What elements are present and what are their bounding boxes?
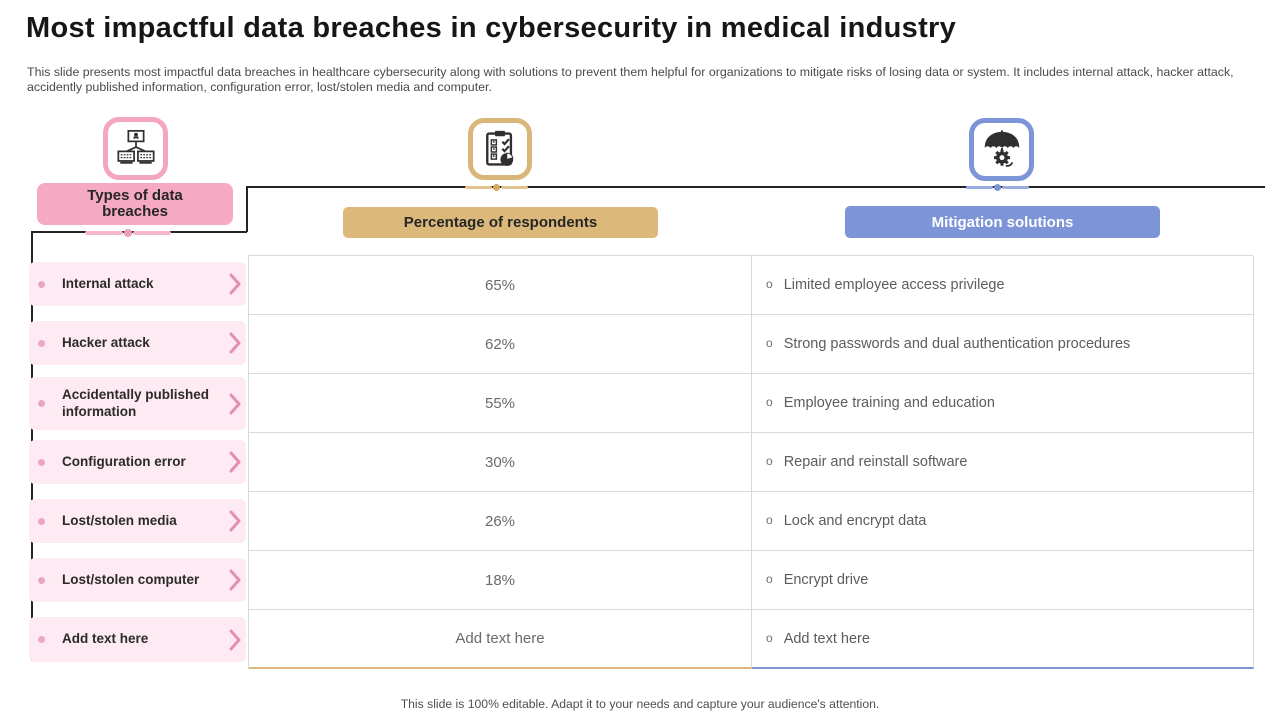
circle-bullet: o — [766, 454, 773, 468]
chevron-right-icon — [229, 451, 241, 473]
breach-data-table: 65% o Limited employee access privilege 6… — [248, 255, 1254, 669]
breach-type-label: Add text here — [62, 631, 149, 647]
breach-type-label: Accidentally published information — [62, 387, 210, 419]
percentage-cell: 55% — [249, 374, 752, 433]
mitigation-column-header: Mitigation solutions — [845, 206, 1160, 238]
chevron-right-icon — [229, 510, 241, 532]
breach-type-label: Internal attack — [62, 275, 154, 291]
solution-text: Employee training and education — [783, 395, 995, 411]
breach-type-label: Configuration error — [62, 453, 186, 469]
circle-bullet: o — [766, 395, 773, 409]
survey-clipboard-icon — [480, 129, 520, 169]
mitigation-column-header-label: Mitigation solutions — [931, 213, 1074, 231]
solution-cell: o Limited employee access privilege — [752, 256, 1254, 315]
percentage-cell: 18% — [249, 551, 752, 610]
circle-bullet: o — [766, 630, 773, 645]
solution-text: Limited employee access privilege — [783, 277, 1005, 293]
bullet-dot — [38, 400, 45, 407]
breach-type-label: Lost/stolen computer — [62, 571, 200, 587]
circle-bullet: o — [766, 513, 773, 527]
types-column-badge — [103, 117, 168, 180]
types-column-header: Types of data breaches — [37, 183, 233, 225]
percentage-cell-placeholder: Add text here — [249, 610, 752, 669]
breach-type-item: Internal attack — [29, 262, 246, 306]
chevron-right-icon — [229, 569, 241, 591]
percentage-cell: 30% — [249, 433, 752, 492]
chevron-right-icon — [229, 332, 241, 354]
blue-connector — [966, 184, 1029, 191]
circle-bullet: o — [766, 336, 773, 350]
solution-text: Strong passwords and dual authentication… — [783, 336, 1131, 352]
solution-cell: o Employee training and education — [752, 374, 1254, 433]
types-column-header-label: Types of data breaches — [87, 186, 183, 220]
solution-text: Encrypt drive — [783, 572, 869, 588]
data-breach-network-icon — [115, 128, 157, 170]
pink-connector — [85, 229, 171, 237]
bullet-dot — [38, 636, 45, 643]
solution-text: Repair and reinstall software — [783, 454, 968, 470]
breach-type-label: Lost/stolen media — [62, 512, 177, 528]
solution-cell: o Encrypt drive — [752, 551, 1254, 610]
label-bracket-vertical — [246, 186, 248, 232]
tan-connector — [465, 184, 528, 191]
bullet-dot — [38, 576, 45, 584]
slide-description: This slide presents most impactful data … — [27, 65, 1234, 94]
percentage-cell: 26% — [249, 492, 752, 551]
percentage-column-badge — [468, 118, 532, 180]
solution-cell-placeholder: o Add text here — [752, 610, 1254, 669]
chevron-right-icon — [229, 629, 241, 650]
slide-title: Most impactful data breaches in cybersec… — [26, 12, 957, 44]
solution-cell: o Lock and encrypt data — [752, 492, 1254, 551]
circle-bullet: o — [766, 277, 773, 291]
breach-type-item: Lost/stolen media — [29, 499, 246, 543]
breach-type-item: Add text here — [29, 617, 246, 662]
solution-cell: o Repair and reinstall software — [752, 433, 1254, 492]
breach-type-item: Hacker attack — [29, 321, 246, 365]
solution-text: Lock and encrypt data — [783, 513, 927, 529]
mitigation-column-badge — [969, 118, 1034, 181]
percentage-cell: 65% — [249, 256, 752, 315]
editable-note: This slide is 100% editable. Adapt it to… — [400, 697, 880, 711]
chevron-right-icon — [229, 393, 241, 414]
percentage-column-header: Percentage of respondents — [343, 207, 658, 238]
breach-type-item: Lost/stolen computer — [29, 558, 246, 602]
breach-type-label: Hacker attack — [62, 334, 150, 350]
circle-bullet: o — [766, 572, 773, 586]
bullet-dot — [38, 280, 45, 288]
header-connector-line — [247, 186, 1265, 188]
bullet-dot — [38, 517, 45, 525]
umbrella-gear-icon — [981, 129, 1023, 171]
solution-text: Add text here — [783, 630, 870, 647]
percentage-cell: 62% — [249, 315, 752, 374]
percentage-column-header-label: Percentage of respondents — [403, 214, 598, 231]
bullet-dot — [38, 339, 45, 347]
breach-type-item: Configuration error — [29, 440, 246, 484]
chevron-right-icon — [229, 273, 241, 295]
breach-type-item: Accidentally published information — [29, 377, 246, 430]
solution-cell: o Strong passwords and dual authenticatio… — [752, 315, 1254, 374]
bullet-dot — [38, 458, 45, 466]
